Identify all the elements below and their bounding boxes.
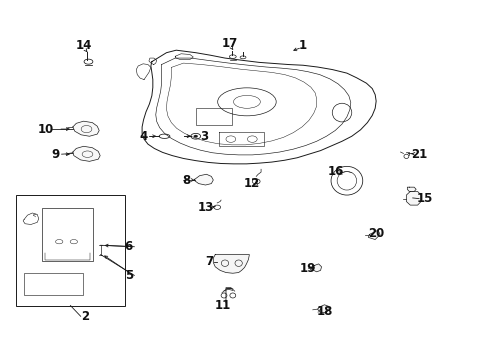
Text: 10: 10: [38, 122, 54, 136]
Bar: [42, 208, 93, 261]
Text: 21: 21: [410, 148, 427, 161]
Text: 14: 14: [75, 39, 92, 52]
Polygon shape: [142, 50, 375, 164]
Text: 6: 6: [124, 240, 132, 253]
Bar: [24, 273, 82, 296]
Text: 4: 4: [140, 130, 148, 143]
Text: 15: 15: [416, 192, 432, 205]
Polygon shape: [193, 174, 213, 185]
Text: 8: 8: [182, 174, 190, 186]
Text: 17: 17: [221, 36, 238, 50]
Polygon shape: [407, 187, 415, 192]
Bar: [16, 195, 124, 306]
Polygon shape: [406, 192, 420, 205]
Bar: [195, 108, 232, 126]
Text: 16: 16: [327, 165, 344, 178]
Text: 7: 7: [205, 255, 213, 268]
Text: 18: 18: [316, 305, 332, 318]
Polygon shape: [311, 264, 321, 272]
Polygon shape: [73, 146, 100, 161]
Text: 9: 9: [51, 148, 60, 161]
Text: 20: 20: [367, 227, 384, 240]
Text: 13: 13: [197, 202, 213, 215]
Text: 11: 11: [215, 299, 231, 312]
Text: 1: 1: [298, 39, 306, 52]
Text: 3: 3: [200, 130, 208, 143]
Text: 19: 19: [299, 262, 315, 275]
Polygon shape: [213, 255, 249, 273]
Text: 12: 12: [244, 177, 260, 190]
Text: 5: 5: [125, 269, 133, 282]
Ellipse shape: [193, 135, 197, 138]
Polygon shape: [317, 305, 329, 313]
Polygon shape: [367, 230, 379, 239]
Text: 2: 2: [81, 310, 89, 324]
Polygon shape: [73, 121, 99, 136]
